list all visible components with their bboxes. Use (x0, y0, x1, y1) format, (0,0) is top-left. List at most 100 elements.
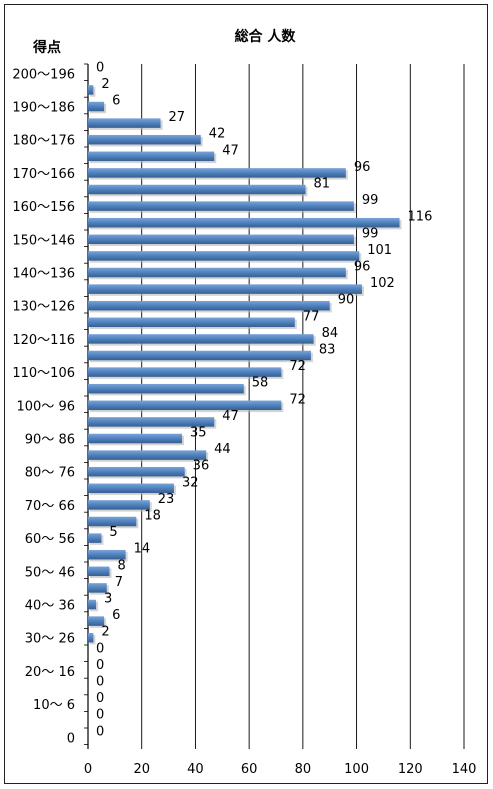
category-label: 60〜 56 (25, 532, 75, 547)
data-label: 0 (96, 708, 104, 723)
data-label: 0 (96, 691, 104, 706)
category-label: 70〜 66 (25, 499, 75, 514)
data-label: 2 (101, 77, 109, 92)
horizontal-bar-chart: 総合 人数 得点 0262742479681991169910196102907… (12, 28, 477, 777)
data-label: 44 (214, 442, 231, 457)
bar (88, 533, 102, 543)
data-label: 0 (96, 724, 104, 739)
data-label: 81 (314, 177, 331, 192)
x-tick-label: 40 (187, 762, 204, 777)
chart-frame: 総合 人数 得点 0 2 6 27 42 47 96 81 99 116 99 101 96 102 90 7… (4, 4, 488, 784)
bar (88, 466, 185, 477)
category-label: 40〜 36 (25, 599, 75, 614)
bar (88, 267, 346, 278)
bar (88, 251, 360, 261)
data-label: 6 (112, 94, 120, 109)
data-label: 101 (367, 243, 392, 258)
data-label: 0 (96, 658, 104, 673)
bar (88, 450, 207, 460)
x-tick-label: 140 (452, 762, 477, 777)
data-label: 0 (96, 60, 104, 75)
x-tick-label: 20 (133, 762, 150, 777)
data-label: 72 (289, 392, 306, 407)
data-label: 99 (362, 226, 379, 241)
category-label: 100〜 96 (17, 399, 76, 414)
category-label: 80〜 76 (25, 466, 75, 481)
data-label: 116 (408, 210, 433, 225)
data-label: 83 (319, 343, 336, 358)
data-label: 84 (322, 326, 339, 341)
data-label: 32 (182, 475, 199, 490)
category-labels: 200〜196 190〜186 180〜176 170〜166 160〜156 150〜1… (12, 67, 75, 746)
bar (88, 599, 97, 610)
bar (88, 417, 215, 427)
data-label: 14 (134, 542, 151, 557)
bar (88, 118, 161, 128)
data-label: 58 (252, 376, 269, 391)
data-label: 47 (222, 409, 239, 424)
data-label: 6 (112, 608, 120, 623)
bar (88, 616, 105, 626)
data-labels: 0262742479681991169910196102907784837258… (96, 60, 432, 739)
data-label: 99 (362, 193, 379, 208)
bar (88, 433, 182, 444)
data-label: 18 (144, 509, 161, 524)
category-label: 0 (67, 731, 75, 746)
bar (88, 134, 201, 145)
bar (88, 217, 400, 228)
data-label: 77 (303, 309, 320, 324)
data-label: 0 (96, 675, 104, 690)
bar (88, 184, 306, 195)
bar (88, 500, 150, 510)
bars (88, 85, 402, 645)
bar (88, 566, 110, 577)
category-label: 150〜146 (12, 233, 75, 248)
category-label: 160〜156 (12, 200, 75, 215)
x-tick-label: 0 (84, 762, 92, 777)
data-label: 27 (169, 110, 186, 125)
bar (88, 101, 105, 112)
data-label: 3 (104, 592, 112, 607)
bar (88, 583, 107, 593)
data-label: 47 (222, 143, 239, 158)
bar (88, 383, 244, 394)
bar (88, 85, 94, 95)
bar (88, 284, 362, 294)
data-label: 42 (209, 127, 226, 142)
category-label: 50〜 46 (25, 565, 75, 580)
x-tick-label: 60 (241, 762, 258, 777)
data-label: 0 (96, 641, 104, 656)
category-label: 130〜126 (12, 300, 75, 315)
data-label: 96 (354, 160, 371, 175)
bar (88, 516, 137, 527)
bar (88, 549, 126, 560)
data-label: 90 (338, 293, 355, 308)
data-label: 35 (190, 426, 207, 441)
data-label: 5 (109, 525, 117, 540)
category-label: 200〜196 (12, 67, 75, 82)
x-tick-label: 120 (398, 762, 423, 777)
x-tick-label: 100 (344, 762, 369, 777)
data-label: 72 (289, 359, 306, 374)
category-label: 120〜116 (12, 333, 75, 348)
bar (88, 483, 174, 494)
bar (88, 300, 330, 311)
bar (88, 234, 354, 245)
data-label: 8 (117, 558, 125, 573)
bar (88, 632, 94, 643)
bar (88, 350, 311, 361)
bar (88, 400, 282, 411)
data-label: 36 (193, 459, 210, 474)
category-label: 110〜106 (12, 366, 75, 381)
x-tick-labels: 0 20 40 60 80 100 120 140 (84, 762, 477, 777)
category-label: 20〜 16 (25, 665, 75, 680)
bar (88, 168, 346, 178)
category-label: 90〜 86 (25, 433, 75, 448)
chart-title: 総合 人数 (235, 28, 297, 45)
bar (88, 201, 354, 211)
data-label: 2 (101, 625, 109, 640)
data-label: 102 (370, 276, 395, 291)
y-axis-title: 得点 (32, 39, 61, 56)
category-label: 180〜176 (12, 134, 75, 149)
x-tick-label: 80 (295, 762, 312, 777)
